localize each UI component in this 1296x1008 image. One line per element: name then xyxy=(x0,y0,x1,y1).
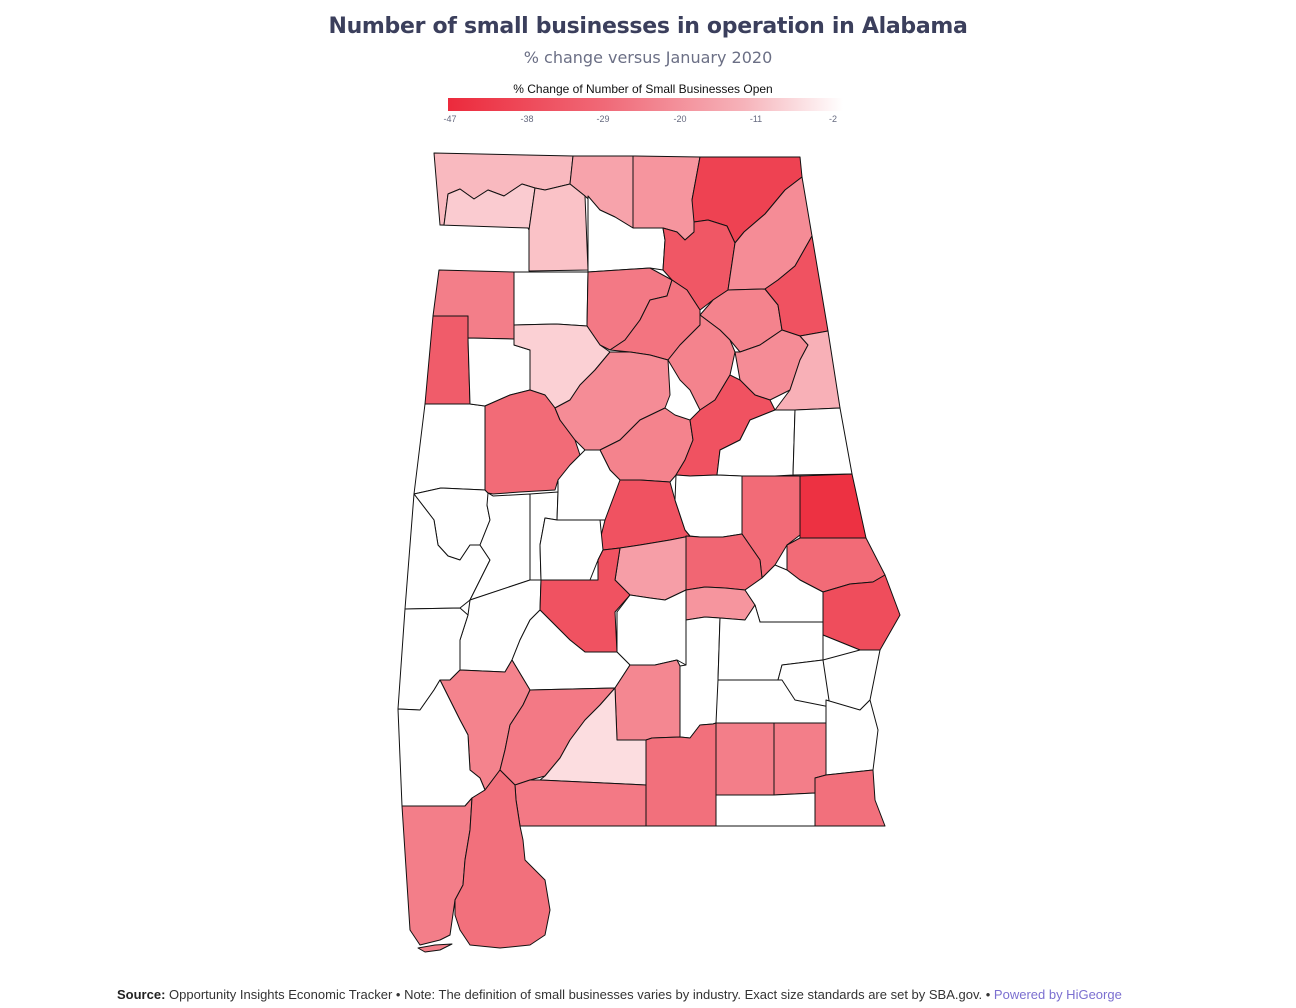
county-chambers[interactable] xyxy=(799,473,867,539)
county-henry[interactable] xyxy=(825,699,879,776)
county-coosa[interactable] xyxy=(674,474,743,538)
county-marion[interactable] xyxy=(424,315,471,405)
footer: Source: Opportunity Insights Economic Tr… xyxy=(117,987,1122,1002)
footer-source-label: Source: xyxy=(117,987,166,1002)
map-title: Number of small businesses in operation … xyxy=(328,14,968,39)
dauphin-island xyxy=(417,943,453,953)
county-perry[interactable] xyxy=(539,517,604,581)
county-lawrence[interactable] xyxy=(528,183,589,272)
legend-tick: -20 xyxy=(673,114,687,124)
county-lowndes[interactable] xyxy=(616,589,687,666)
county-covington[interactable] xyxy=(645,722,717,827)
county-baldwin[interactable] xyxy=(454,769,551,949)
county-cleburne[interactable] xyxy=(774,330,841,411)
county-barbour[interactable] xyxy=(822,649,881,711)
footer-note: Opportunity Insights Economic Tracker • … xyxy=(169,987,991,1002)
county-crenshaw[interactable] xyxy=(679,616,721,739)
legend-tick: -29 xyxy=(596,114,610,124)
powered-by-link[interactable]: Powered by HiGeorge xyxy=(993,987,1122,1002)
county-bibb[interactable] xyxy=(556,449,621,521)
legend-tick: -2 xyxy=(828,114,838,124)
legend-tick: -38 xyxy=(520,114,534,124)
county-houston[interactable] xyxy=(814,769,886,827)
county-winston[interactable] xyxy=(513,271,589,327)
county-coffee[interactable] xyxy=(715,722,775,796)
county-randolph[interactable] xyxy=(792,407,853,476)
legend-title: % Change of Number of Small Businesses O… xyxy=(513,82,773,96)
legend-color-scale xyxy=(448,98,843,111)
county-jefferson[interactable] xyxy=(554,351,671,451)
legend-tick: -11 xyxy=(749,114,763,124)
county-lamar[interactable] xyxy=(413,403,486,495)
county-greene[interactable] xyxy=(469,492,531,601)
county-geneva[interactable] xyxy=(715,792,816,827)
county-madison[interactable] xyxy=(632,155,701,241)
legend-ticks: -47 -38 -29 -20 -11 -2 xyxy=(0,114,1296,126)
county-escambia[interactable] xyxy=(514,779,647,827)
county-montgomery[interactable] xyxy=(685,586,756,621)
legend-tick: -47 xyxy=(443,114,457,124)
map-subtitle: % change versus January 2020 xyxy=(523,48,773,67)
county-colbert[interactable] xyxy=(439,183,536,231)
